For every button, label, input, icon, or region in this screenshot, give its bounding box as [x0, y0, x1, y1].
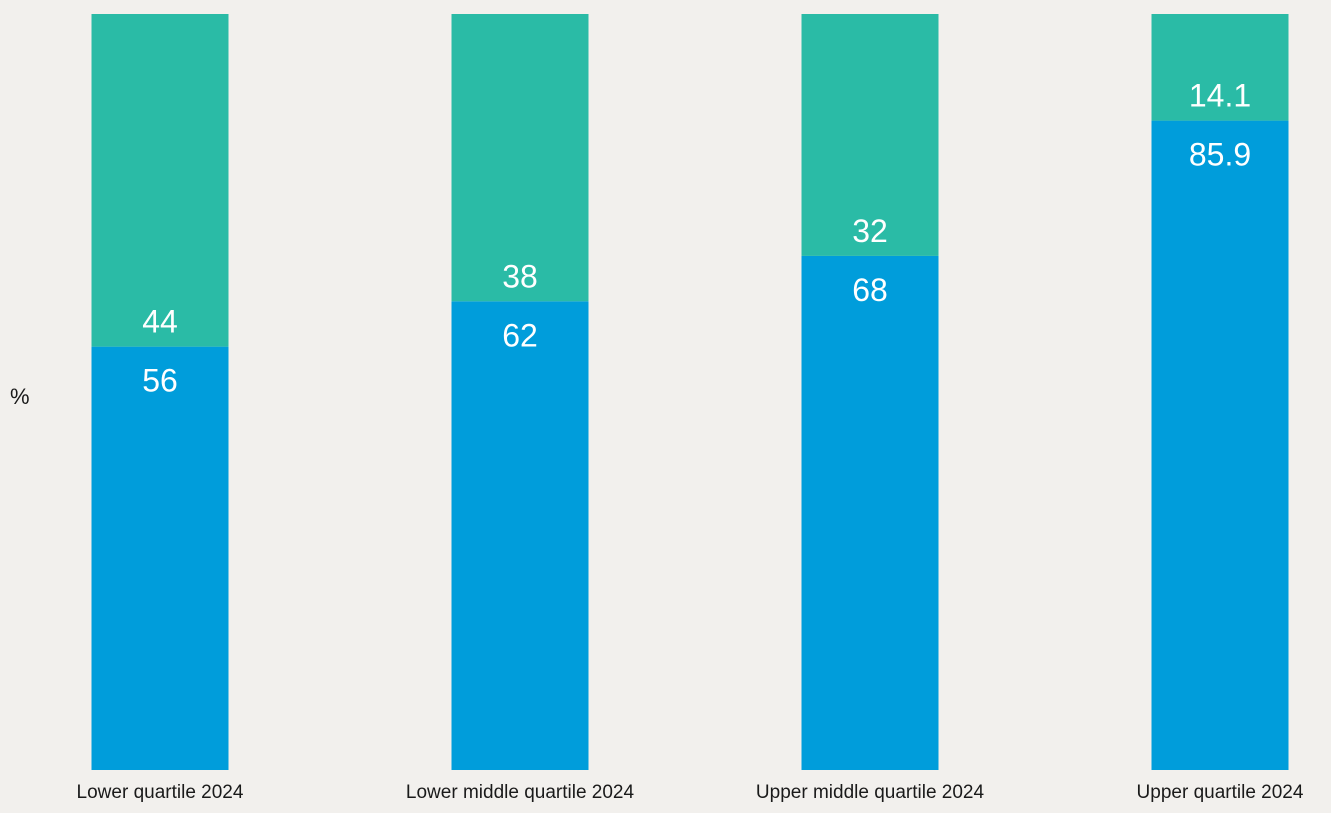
x-tick-label-1: Lower middle quartile 2024 [406, 782, 635, 803]
data-label-top-2: 32 [852, 213, 888, 249]
data-labels-group: 56 44 62 38 68 32 85.9 14.1 [142, 78, 1251, 399]
bar-segment-bottom-3 [1151, 120, 1289, 770]
bar-segment-top-3 [1151, 14, 1289, 121]
bar-segment-top-1 [451, 14, 589, 302]
data-label-top-3: 14.1 [1189, 78, 1251, 114]
bars-group [91, 14, 1289, 771]
data-label-bottom-1: 62 [502, 317, 538, 353]
data-label-bottom-2: 68 [852, 272, 888, 308]
bar-segment-bottom-0 [91, 346, 229, 770]
x-tick-label-0: Lower quartile 2024 [77, 782, 244, 803]
y-axis-label: % [10, 384, 30, 409]
data-label-top-0: 44 [142, 304, 178, 340]
x-tick-label-2: Upper middle quartile 2024 [756, 782, 985, 803]
bar-segment-top-0 [91, 14, 229, 347]
bar-segment-top-2 [801, 14, 939, 256]
x-tick-labels-group: Lower quartile 2024 Lower middle quartile… [77, 782, 1304, 803]
bar-segment-bottom-2 [801, 255, 939, 771]
data-label-top-1: 38 [502, 258, 538, 294]
data-label-bottom-3: 85.9 [1189, 137, 1251, 173]
data-label-bottom-0: 56 [142, 363, 178, 399]
bar-segment-bottom-1 [451, 301, 589, 770]
x-tick-label-3: Upper quartile 2024 [1137, 782, 1304, 803]
